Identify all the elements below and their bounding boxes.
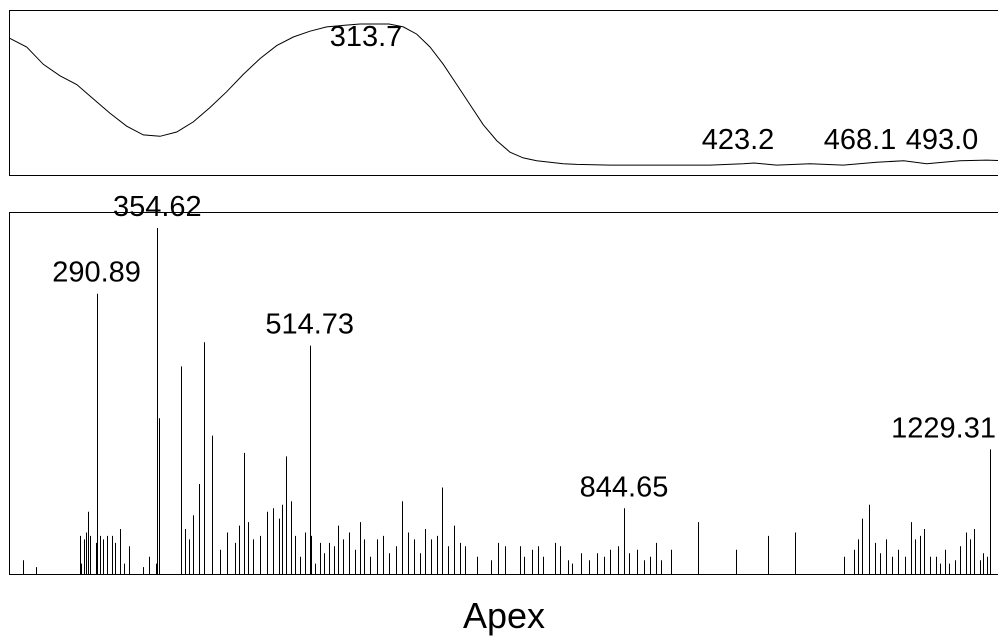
uv-peak-label: 313.7 bbox=[330, 21, 403, 53]
ms-peak-sticks bbox=[23, 228, 991, 574]
uv-peak-label: 423.2 bbox=[702, 124, 775, 156]
uv-trace-line bbox=[9, 23, 998, 166]
ms-peak-label: 290.89 bbox=[52, 257, 141, 289]
uv-peak-labels: 313.7 423.2 468.1 493.0 bbox=[330, 21, 979, 156]
ms-peak-labels: 290.89 354.62 514.73 844.65 1229.31 bbox=[52, 191, 996, 503]
ms-peak-label: 514.73 bbox=[265, 309, 354, 341]
ms-panel-frame bbox=[9, 212, 998, 575]
ms-peak-label: 1229.31 bbox=[891, 412, 996, 444]
uv-spectrum-panel: 313.7 423.2 468.1 493.0 bbox=[9, 10, 998, 176]
ms-peak-label: 354.62 bbox=[113, 191, 202, 223]
x-axis-title: Apex bbox=[463, 595, 545, 636]
uv-panel-frame bbox=[9, 10, 998, 176]
mass-spectrum-panel: 290.89 354.62 514.73 844.65 1229.31 bbox=[9, 191, 998, 575]
uv-peak-label: 468.1 bbox=[824, 124, 897, 156]
uv-peak-label: 493.0 bbox=[906, 124, 979, 156]
ms-peak-label: 844.65 bbox=[580, 471, 669, 503]
